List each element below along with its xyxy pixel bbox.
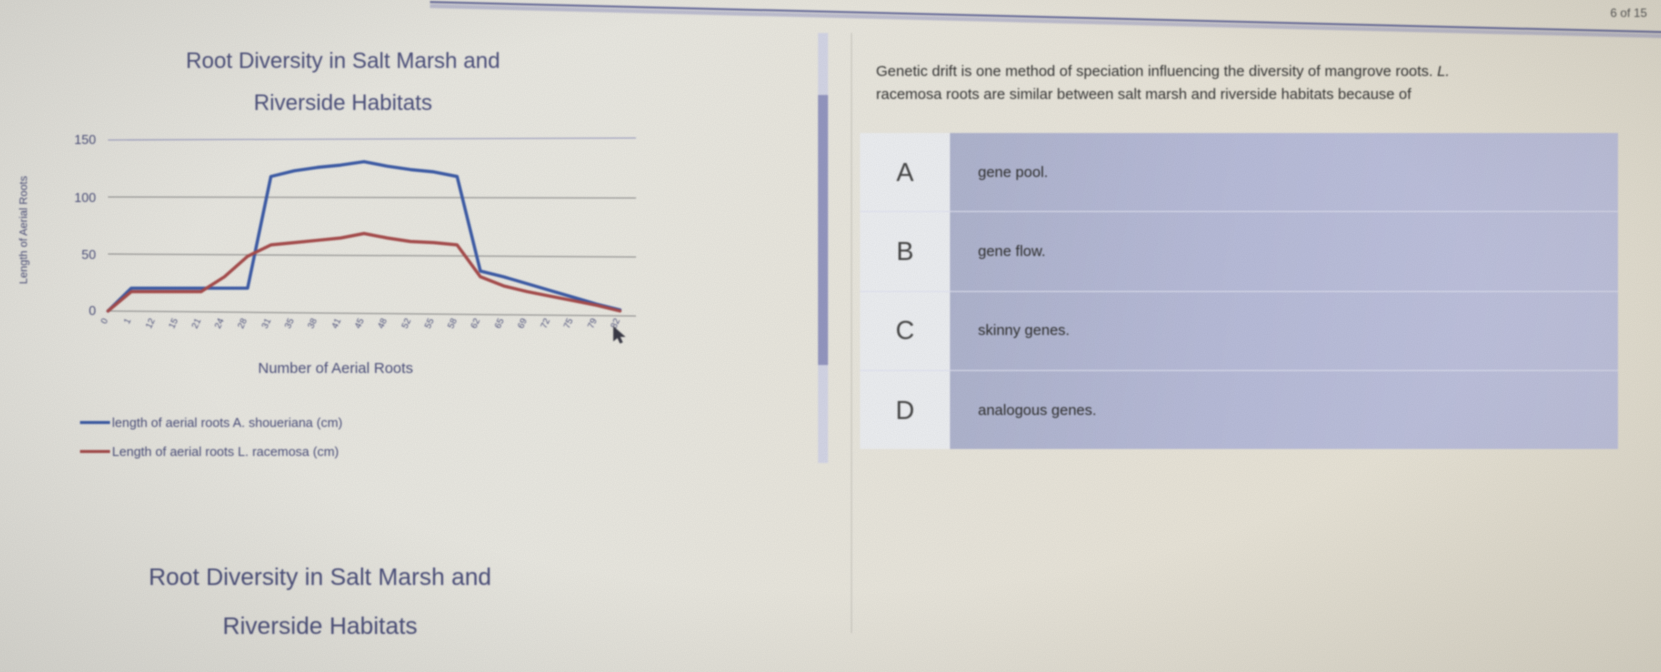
svg-text:41: 41 xyxy=(330,317,343,330)
svg-text:72: 72 xyxy=(539,317,552,330)
svg-text:52: 52 xyxy=(400,317,413,330)
svg-text:55: 55 xyxy=(423,317,436,330)
svg-text:62: 62 xyxy=(469,317,482,330)
svg-text:45: 45 xyxy=(353,317,366,330)
svg-text:150: 150 xyxy=(74,132,96,147)
svg-text:31: 31 xyxy=(260,317,273,330)
svg-text:58: 58 xyxy=(446,317,459,330)
svg-text:24: 24 xyxy=(213,317,226,330)
svg-text:1: 1 xyxy=(122,317,133,326)
svg-text:0: 0 xyxy=(99,317,110,326)
svg-text:79: 79 xyxy=(586,317,599,330)
svg-text:0: 0 xyxy=(89,303,96,318)
svg-text:50: 50 xyxy=(82,247,96,262)
svg-text:69: 69 xyxy=(516,317,529,330)
svg-text:12: 12 xyxy=(144,317,157,330)
svg-text:15: 15 xyxy=(167,317,180,330)
svg-text:48: 48 xyxy=(376,317,389,330)
svg-text:65: 65 xyxy=(493,317,506,330)
svg-text:75: 75 xyxy=(562,317,575,330)
svg-text:38: 38 xyxy=(306,317,319,330)
svg-text:21: 21 xyxy=(190,317,203,330)
svg-text:28: 28 xyxy=(236,317,249,330)
svg-text:100: 100 xyxy=(74,190,96,205)
svg-text:35: 35 xyxy=(283,317,296,330)
